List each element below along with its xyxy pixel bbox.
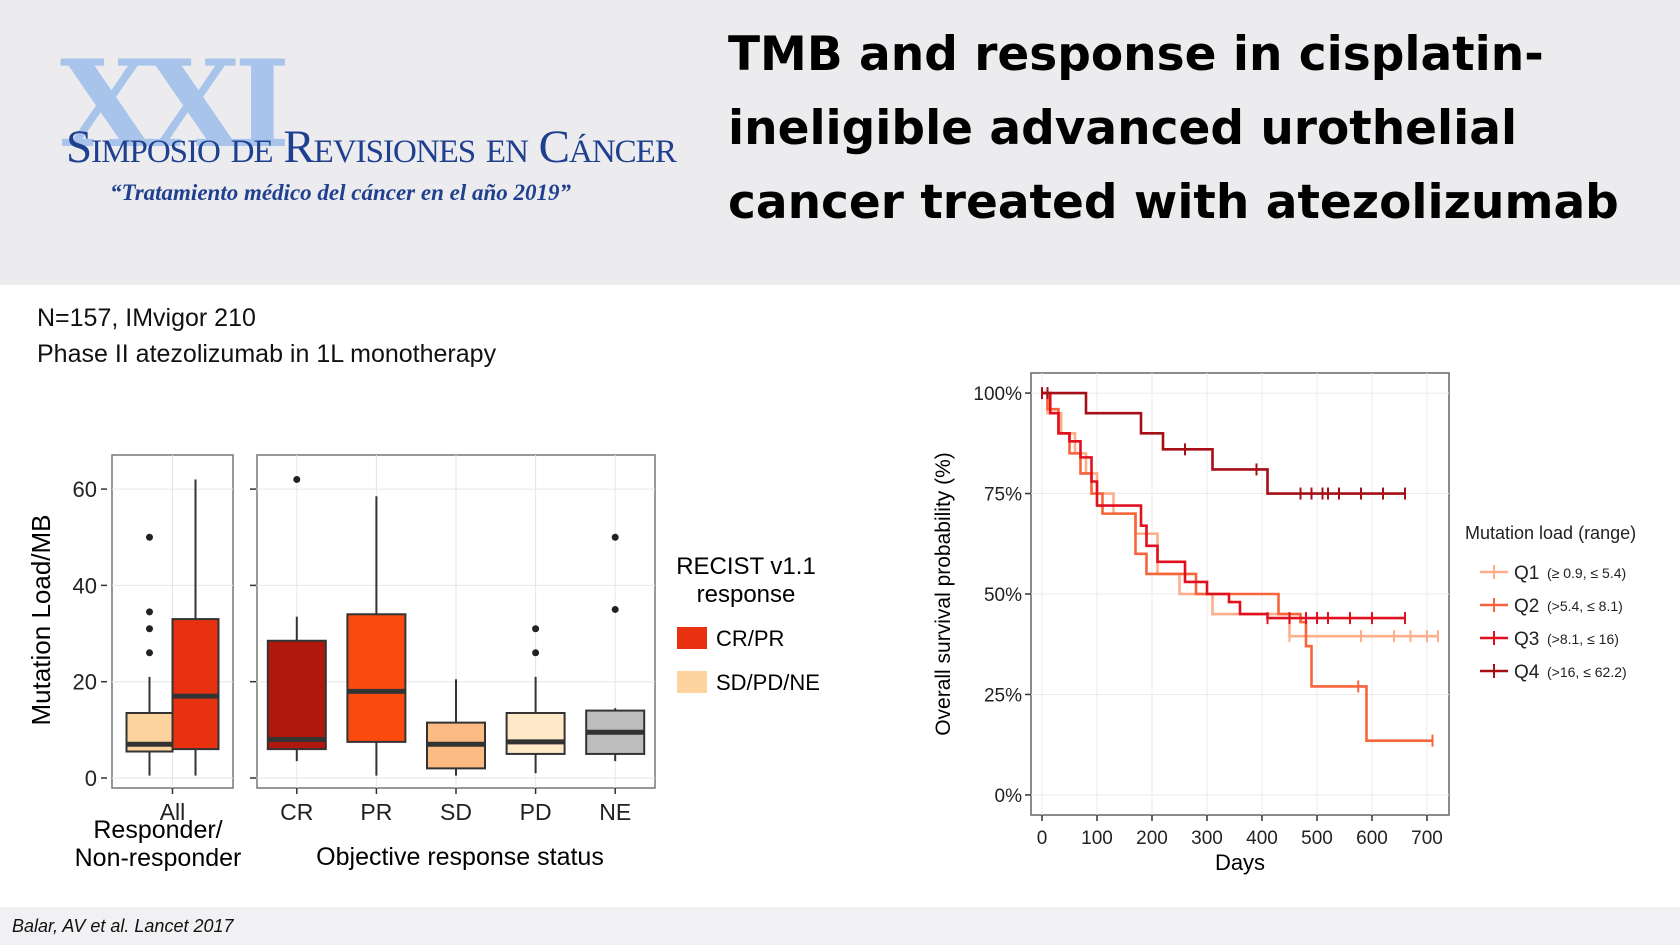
footer-band bbox=[0, 907, 1680, 945]
logo-numeral: XXI bbox=[60, 34, 290, 175]
slide-title-line: cancer treated with atezolizumab bbox=[728, 175, 1619, 230]
y-tick-label: 75% bbox=[984, 485, 1022, 506]
mutation-load-boxplot: 0 20 40 60 Mutation Load/MB All CR PR SD PD NE Resp… bbox=[26, 454, 820, 872]
legend-range-q3: (>8.1, ≤ 16) bbox=[1547, 631, 1619, 647]
outlier-point bbox=[293, 475, 301, 483]
y-tick-label: 0% bbox=[995, 786, 1023, 807]
logo-subtitle: “Tratamiento médico del cáncer en el año… bbox=[110, 180, 572, 205]
slide-title-line: ineligible advanced urothelial bbox=[728, 101, 1518, 156]
y-tick-label: 20 bbox=[73, 670, 97, 695]
outlier-point bbox=[611, 605, 619, 613]
box-all-cr-pr bbox=[171, 618, 220, 751]
outlier-point bbox=[532, 649, 540, 657]
x-tick-label: 0 bbox=[1037, 828, 1048, 849]
outlier-point bbox=[146, 533, 153, 541]
box-cr bbox=[266, 639, 327, 751]
legend-label-q4: Q4 bbox=[1514, 662, 1540, 683]
y-tick-label: 25% bbox=[984, 685, 1022, 706]
legend-title: Mutation load (range) bbox=[1465, 523, 1636, 543]
x-axis-label: Days bbox=[1215, 850, 1265, 875]
legend-title: RECIST v1.1 response bbox=[676, 553, 816, 608]
box-pd bbox=[505, 711, 566, 755]
legend-swatch bbox=[677, 627, 707, 649]
y-tick-label: 100% bbox=[973, 384, 1022, 405]
study-population: N=157, IMvigor 210 bbox=[37, 304, 256, 332]
y-tick-label: 40 bbox=[73, 573, 97, 598]
y-tick-label: 50% bbox=[984, 585, 1022, 606]
x-tick-label: NE bbox=[599, 799, 631, 825]
survival-line-q4 bbox=[1042, 391, 1405, 495]
x-tick-label: CR bbox=[280, 799, 313, 825]
legend-label-q2: Q2 bbox=[1514, 596, 1539, 617]
legend-swatch bbox=[677, 671, 707, 693]
legend-range-q4: (>16, ≤ 62.2) bbox=[1547, 664, 1627, 680]
x-tick-label: 300 bbox=[1191, 828, 1223, 849]
x-tick-label: 100 bbox=[1081, 828, 1113, 849]
box-pr bbox=[346, 613, 407, 743]
survival-line-q3 bbox=[1042, 391, 1405, 620]
outlier-point bbox=[611, 533, 619, 541]
legend-label-q3: Q3 bbox=[1514, 629, 1539, 650]
x-tick-label: 700 bbox=[1411, 828, 1443, 849]
legend-range-q2: (>5.4, ≤ 8.1) bbox=[1547, 598, 1623, 614]
y-tick-label: 0 bbox=[85, 766, 97, 791]
x-tick-label: 500 bbox=[1301, 828, 1333, 849]
citation: Balar, AV et al. Lancet 2017 bbox=[12, 916, 234, 936]
x-axis-label-left: Responder/Non-responder bbox=[75, 816, 242, 872]
y-axis-label: Mutation Load/MB bbox=[26, 514, 56, 725]
outlier-point bbox=[146, 608, 153, 616]
study-design: Phase II atezolizumab in 1L monotherapy bbox=[37, 340, 497, 368]
outlier-point bbox=[146, 649, 153, 657]
header-band bbox=[0, 0, 1680, 285]
x-tick-label: 600 bbox=[1356, 828, 1388, 849]
legend-label-q1: Q1 bbox=[1514, 563, 1539, 584]
outlier-point bbox=[146, 625, 153, 633]
x-tick-label: All bbox=[160, 799, 186, 825]
logo-title: Simposio de Revisiones en Cáncer bbox=[66, 121, 677, 173]
legend-label: CR/PR bbox=[716, 626, 784, 651]
survival-line-q2 bbox=[1042, 391, 1433, 742]
legend-label: SD/PD/NE bbox=[716, 670, 820, 695]
y-axis-label: Overall survival probability (%) bbox=[932, 452, 955, 736]
y-tick-label: 60 bbox=[73, 477, 97, 502]
x-tick-label: PR bbox=[360, 799, 392, 825]
legend-range-q1: (≥ 0.9, ≤ 5.4) bbox=[1547, 565, 1626, 581]
slide-title: TMB and response in cisplatin- ineligibl… bbox=[728, 18, 1658, 240]
x-tick-label: 400 bbox=[1246, 828, 1278, 849]
x-axis-label-right: Objective response status bbox=[316, 843, 604, 871]
study-description: N=157, IMvigor 210 Phase II atezolizumab… bbox=[37, 300, 496, 372]
x-tick-label: SD bbox=[440, 799, 472, 825]
x-tick-label: 200 bbox=[1136, 828, 1168, 849]
x-tick-label: PD bbox=[520, 799, 552, 825]
outlier-point bbox=[532, 625, 540, 633]
survival-curve-chart: 0 100 200 300 400 500 600 700 0% 25% 50% 75% 100% Day… bbox=[932, 372, 1636, 875]
slide-title-line: TMB and response in cisplatin- bbox=[728, 27, 1544, 82]
